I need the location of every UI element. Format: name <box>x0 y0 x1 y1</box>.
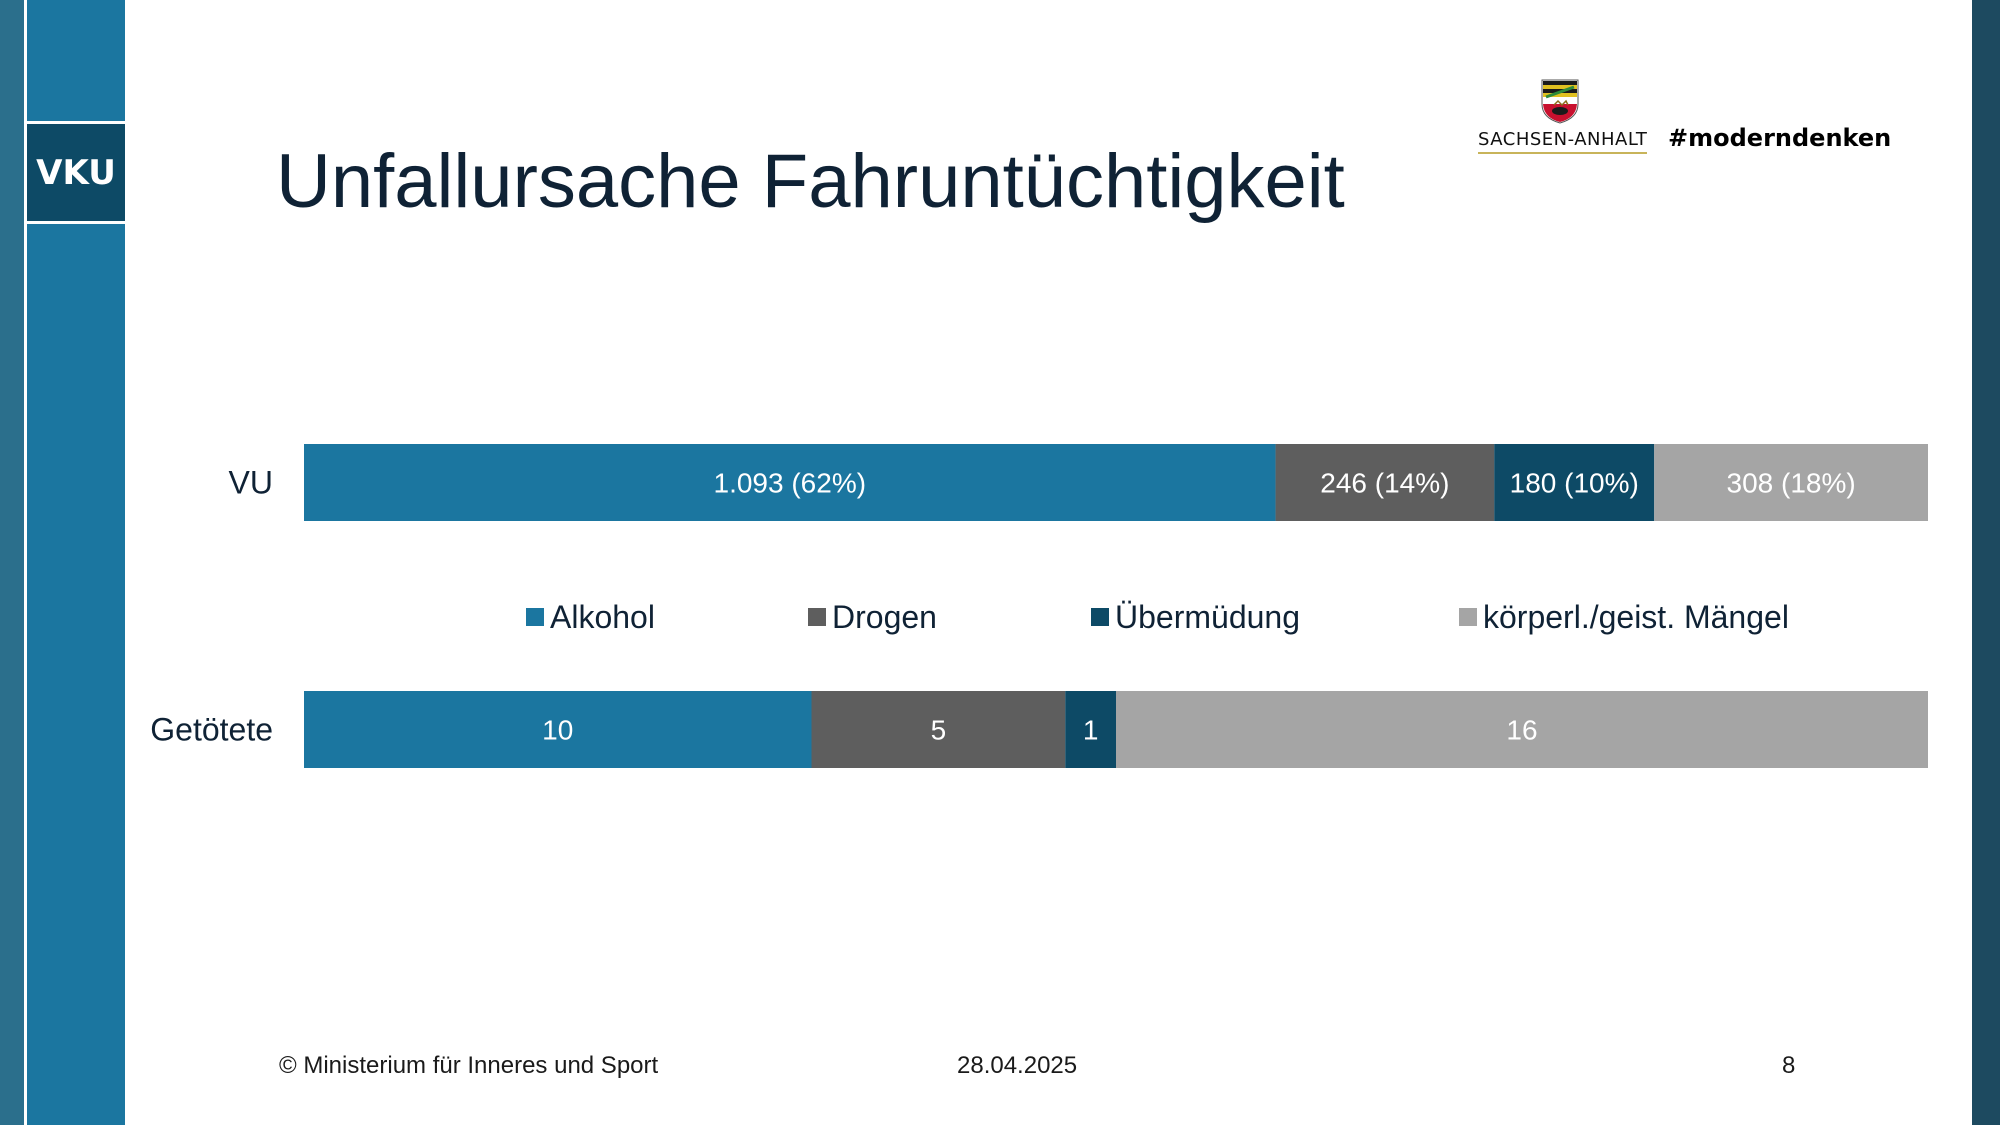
left-edge-stripe <box>0 0 24 1125</box>
legend-swatch-1 <box>808 608 826 626</box>
bar-segment-vu-1 <box>1275 444 1495 521</box>
data-label-vu-3: 308 (18%) <box>1727 468 1856 499</box>
footer-copyright: © Ministerium für Inneres und Sport <box>279 1052 659 1079</box>
bar-segment-vu-0 <box>304 444 1276 521</box>
legend-swatch-3 <box>1459 608 1477 626</box>
bar-segment-vu-3 <box>1654 444 1928 521</box>
vku-badge: VKU <box>27 121 125 224</box>
legend-label-0: Alkohol <box>550 599 655 635</box>
footer-date: 28.04.2025 <box>957 1052 1078 1079</box>
bar-segment-get-tete-0 <box>304 691 812 768</box>
data-label-get-tete-0: 10 <box>542 715 573 746</box>
bar-segment-get-tete-2 <box>1065 691 1116 768</box>
bar-segment-get-tete-1 <box>811 691 1066 768</box>
legend-swatch-0 <box>526 608 544 626</box>
legend-label-1: Drogen <box>832 599 937 635</box>
data-label-get-tete-2: 1 <box>1083 715 1099 746</box>
data-label-get-tete-1: 5 <box>931 715 947 746</box>
data-label-vu-0: 1.093 (62%) <box>714 468 867 499</box>
coat-of-arms-icon <box>1541 79 1579 124</box>
state-name-label: SACHSEN-ANHALT <box>1478 129 1648 154</box>
data-label-get-tete-3: 16 <box>1506 715 1537 746</box>
category-label-vu: VU <box>229 465 273 501</box>
footer-page-number: 8 <box>1782 1052 1796 1079</box>
legend-label-3: körperl./geist. Mängel <box>1483 599 1789 635</box>
data-label-vu-2: 180 (10%) <box>1510 468 1639 499</box>
right-edge-stripe <box>1972 0 2000 1125</box>
data-label-vu-1: 246 (14%) <box>1320 468 1449 499</box>
legend-label-2: Übermüdung <box>1115 599 1300 635</box>
hashtag-label: #moderndenken <box>1668 124 1892 152</box>
legend-swatch-2 <box>1091 608 1109 626</box>
bar-segment-get-tete-3 <box>1116 691 1928 768</box>
category-label-get-tete: Getötete <box>150 712 273 748</box>
bar-segment-vu-2 <box>1494 444 1655 521</box>
slide-title: Unfallursache Fahruntüchtigkeit <box>276 139 1345 224</box>
